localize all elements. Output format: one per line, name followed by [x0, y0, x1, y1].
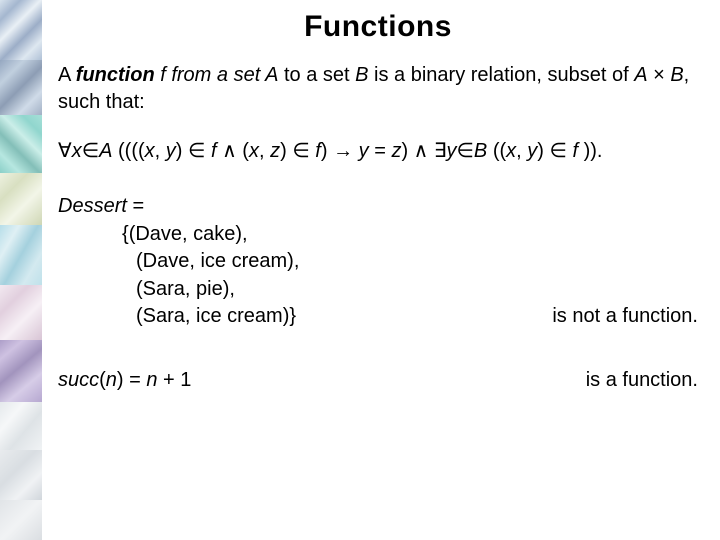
intro-times: × — [648, 64, 671, 86]
dessert-line3: (Sara, pie), — [58, 276, 698, 304]
decorative-strip — [0, 0, 42, 540]
sym-and2: ) ∧ — [401, 140, 433, 162]
succ-example: succ(n) = n + 1 is a function. — [58, 369, 698, 392]
content-area: Functions A function f from a set A to a… — [58, 10, 698, 392]
deco-segment — [0, 60, 42, 115]
intro-mid3: is a binary relation, subset of — [368, 64, 634, 86]
intro-AxB-A: A — [634, 64, 647, 86]
sym-forall: ∀ — [58, 140, 72, 162]
dessert-eq: = — [127, 195, 144, 217]
dessert-example: Dessert = {(Dave, cake), (Dave, ice crea… — [58, 193, 698, 331]
succ-plus: + 1 — [158, 369, 192, 391]
comma3: , — [516, 140, 527, 162]
succ-name: succ — [58, 369, 99, 391]
dessert-line4: (Sara, ice cream)} — [58, 303, 296, 331]
dessert-verdict: is not a function. — [552, 303, 698, 331]
succ-verdict: is a function. — [586, 369, 698, 392]
var-x4: x — [506, 140, 516, 162]
dessert-label: Dessert — [58, 195, 127, 217]
deco-segment — [0, 500, 42, 540]
var-x3: x — [249, 140, 259, 162]
formula-line: ∀x∈A ((((x, y) ∈ f ∧ (x, z) ∈ f) → y = z… — [58, 138, 698, 165]
intro-paragraph: A function f from a set A to a set B is … — [58, 62, 698, 116]
intro-f: f from a set — [155, 64, 265, 86]
deco-segment — [0, 173, 42, 225]
sym-and1: ∧ ( — [217, 140, 249, 162]
var-y4: y — [527, 140, 537, 162]
sym-in3: ∈ — [292, 140, 315, 162]
sym-eq: = — [369, 140, 392, 162]
deco-segment — [0, 225, 42, 285]
deco-segment — [0, 115, 42, 173]
var-y3: y — [447, 140, 457, 162]
intro-B: B — [355, 64, 368, 86]
dessert-line4-row: (Sara, ice cream)} is not a function. — [58, 303, 698, 331]
deco-segment — [0, 0, 42, 60]
succ-n2: n — [146, 369, 157, 391]
cp2: ) — [280, 140, 292, 162]
sym-in5: ∈ — [550, 140, 573, 162]
intro-A: A — [265, 64, 278, 86]
slide: Functions A function f from a set A to a… — [0, 0, 720, 540]
sym-exists: ∃ — [434, 140, 447, 162]
deco-segment — [0, 450, 42, 500]
dessert-line2: (Dave, ice cream), — [58, 248, 698, 276]
intro-AxB-B: B — [670, 64, 683, 86]
comma1: , — [155, 140, 166, 162]
deco-segment — [0, 285, 42, 340]
paren-open: (((( — [112, 140, 144, 162]
slide-title: Functions — [58, 10, 698, 44]
var-y2: y — [359, 140, 369, 162]
var-y: y — [166, 140, 176, 162]
func-f3: f — [572, 140, 583, 162]
sym-in4: ∈ — [457, 140, 474, 162]
var-z2: z — [391, 140, 401, 162]
var-x2: x — [145, 140, 155, 162]
cp3: ) — [537, 140, 549, 162]
succ-open: ( — [99, 369, 106, 391]
var-x: x — [72, 140, 82, 162]
sym-in2: ∈ — [188, 140, 211, 162]
dessert-line0: Dessert = — [58, 193, 698, 221]
intro-term: function — [76, 64, 155, 86]
deco-segment — [0, 402, 42, 450]
succ-n: n — [106, 369, 117, 391]
var-z: z — [270, 140, 280, 162]
set-B: B — [474, 140, 487, 162]
intro-mid2: to a set — [278, 64, 355, 86]
dessert-pair1: (Dave, cake), — [129, 223, 248, 245]
intro-pre: A — [58, 64, 76, 86]
cp1: ) — [176, 140, 188, 162]
dessert-line1: {(Dave, cake), — [58, 221, 698, 249]
sym-imp: ) → — [321, 140, 359, 162]
paren-close: )). — [584, 140, 603, 162]
paren-open2: (( — [487, 140, 506, 162]
succ-expr: succ(n) = n + 1 — [58, 369, 191, 392]
comma2: , — [259, 140, 270, 162]
set-A: A — [99, 140, 112, 162]
deco-segment — [0, 340, 42, 402]
dessert-brace: { — [122, 223, 129, 245]
succ-close: ) = — [117, 369, 146, 391]
sym-in: ∈ — [82, 140, 99, 162]
